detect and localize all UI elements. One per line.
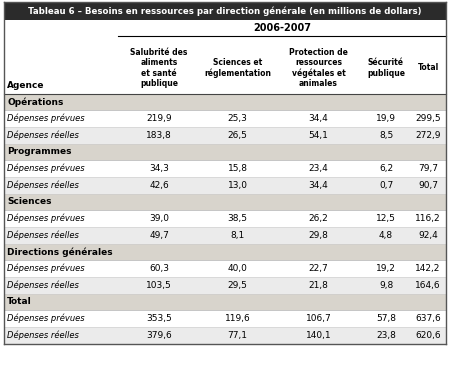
Text: 142,2: 142,2 <box>415 264 441 273</box>
Text: 57,8: 57,8 <box>376 314 396 323</box>
Text: 299,5: 299,5 <box>415 114 441 123</box>
Text: Total: Total <box>418 64 439 73</box>
Text: 103,5: 103,5 <box>146 281 172 290</box>
Text: 23,8: 23,8 <box>376 331 396 340</box>
Text: 353,5: 353,5 <box>146 314 172 323</box>
Text: Sciences: Sciences <box>7 198 51 206</box>
Text: 22,7: 22,7 <box>309 264 328 273</box>
Text: 34,4: 34,4 <box>309 181 328 190</box>
Text: Directions générales: Directions générales <box>7 247 112 257</box>
Text: 39,0: 39,0 <box>149 214 169 223</box>
Text: 8,5: 8,5 <box>379 131 393 140</box>
Text: 40,0: 40,0 <box>228 264 248 273</box>
Text: 38,5: 38,5 <box>228 214 248 223</box>
Text: Dépenses réelles: Dépenses réelles <box>7 131 79 140</box>
Text: 183,8: 183,8 <box>146 131 172 140</box>
Text: 164,6: 164,6 <box>415 281 441 290</box>
Text: 79,7: 79,7 <box>418 164 438 173</box>
Text: Dépenses réelles: Dépenses réelles <box>7 181 79 190</box>
Text: 77,1: 77,1 <box>228 331 248 340</box>
Text: 23,4: 23,4 <box>309 164 328 173</box>
Text: 21,8: 21,8 <box>309 281 328 290</box>
Text: Salubrité des
aliments
et santé
publique: Salubrité des aliments et santé publique <box>130 48 188 88</box>
Text: 620,6: 620,6 <box>415 331 441 340</box>
Text: Total: Total <box>7 297 32 306</box>
Text: 90,7: 90,7 <box>418 181 438 190</box>
Text: 26,5: 26,5 <box>228 131 248 140</box>
Text: 379,6: 379,6 <box>146 331 172 340</box>
Text: 15,8: 15,8 <box>228 164 248 173</box>
Text: 54,1: 54,1 <box>309 131 328 140</box>
Text: Protection de
ressources
végétales et
animales: Protection de ressources végétales et an… <box>289 48 348 88</box>
Text: 26,2: 26,2 <box>309 214 328 223</box>
Text: Dépenses prévues: Dépenses prévues <box>7 214 85 223</box>
Text: 0,7: 0,7 <box>379 181 393 190</box>
Text: 19,2: 19,2 <box>376 264 396 273</box>
Text: Programmes: Programmes <box>7 148 72 157</box>
Text: Dépenses prévues: Dépenses prévues <box>7 164 85 173</box>
Text: 116,2: 116,2 <box>415 214 441 223</box>
Text: 92,4: 92,4 <box>418 231 438 240</box>
Text: 19,9: 19,9 <box>376 114 396 123</box>
Text: Tableau 6 – Besoins en ressources par direction générale (en millions de dollars: Tableau 6 – Besoins en ressources par di… <box>28 6 422 16</box>
Text: Sciences et
réglementation: Sciences et réglementation <box>204 58 271 78</box>
Text: 29,5: 29,5 <box>228 281 248 290</box>
Text: Sécurité
publique: Sécurité publique <box>367 58 405 78</box>
Text: Agence: Agence <box>7 81 45 90</box>
Text: Dépenses réelles: Dépenses réelles <box>7 281 79 290</box>
Text: 25,3: 25,3 <box>228 114 248 123</box>
Text: 34,4: 34,4 <box>309 114 328 123</box>
Text: 34,3: 34,3 <box>149 164 169 173</box>
Text: 219,9: 219,9 <box>146 114 172 123</box>
Text: Opérations: Opérations <box>7 97 63 107</box>
Text: 8,1: 8,1 <box>230 231 245 240</box>
Text: Dépenses prévues: Dépenses prévues <box>7 314 85 323</box>
Text: 9,8: 9,8 <box>379 281 393 290</box>
Text: 13,0: 13,0 <box>228 181 248 190</box>
Text: 119,6: 119,6 <box>225 314 250 323</box>
Text: 4,8: 4,8 <box>379 231 393 240</box>
Text: Dépenses prévues: Dépenses prévues <box>7 264 85 273</box>
Text: 60,3: 60,3 <box>149 264 169 273</box>
Text: Dépenses réelles: Dépenses réelles <box>7 331 79 340</box>
Text: 29,8: 29,8 <box>309 231 328 240</box>
Text: 42,6: 42,6 <box>149 181 169 190</box>
Text: 637,6: 637,6 <box>415 314 441 323</box>
Text: 106,7: 106,7 <box>306 314 331 323</box>
Text: 272,9: 272,9 <box>415 131 441 140</box>
Text: Dépenses réelles: Dépenses réelles <box>7 231 79 240</box>
Text: 6,2: 6,2 <box>379 164 393 173</box>
Text: 2006-2007: 2006-2007 <box>253 23 311 33</box>
Text: 140,1: 140,1 <box>306 331 331 340</box>
Text: 49,7: 49,7 <box>149 231 169 240</box>
Text: 12,5: 12,5 <box>376 214 396 223</box>
Text: Dépenses prévues: Dépenses prévues <box>7 114 85 123</box>
